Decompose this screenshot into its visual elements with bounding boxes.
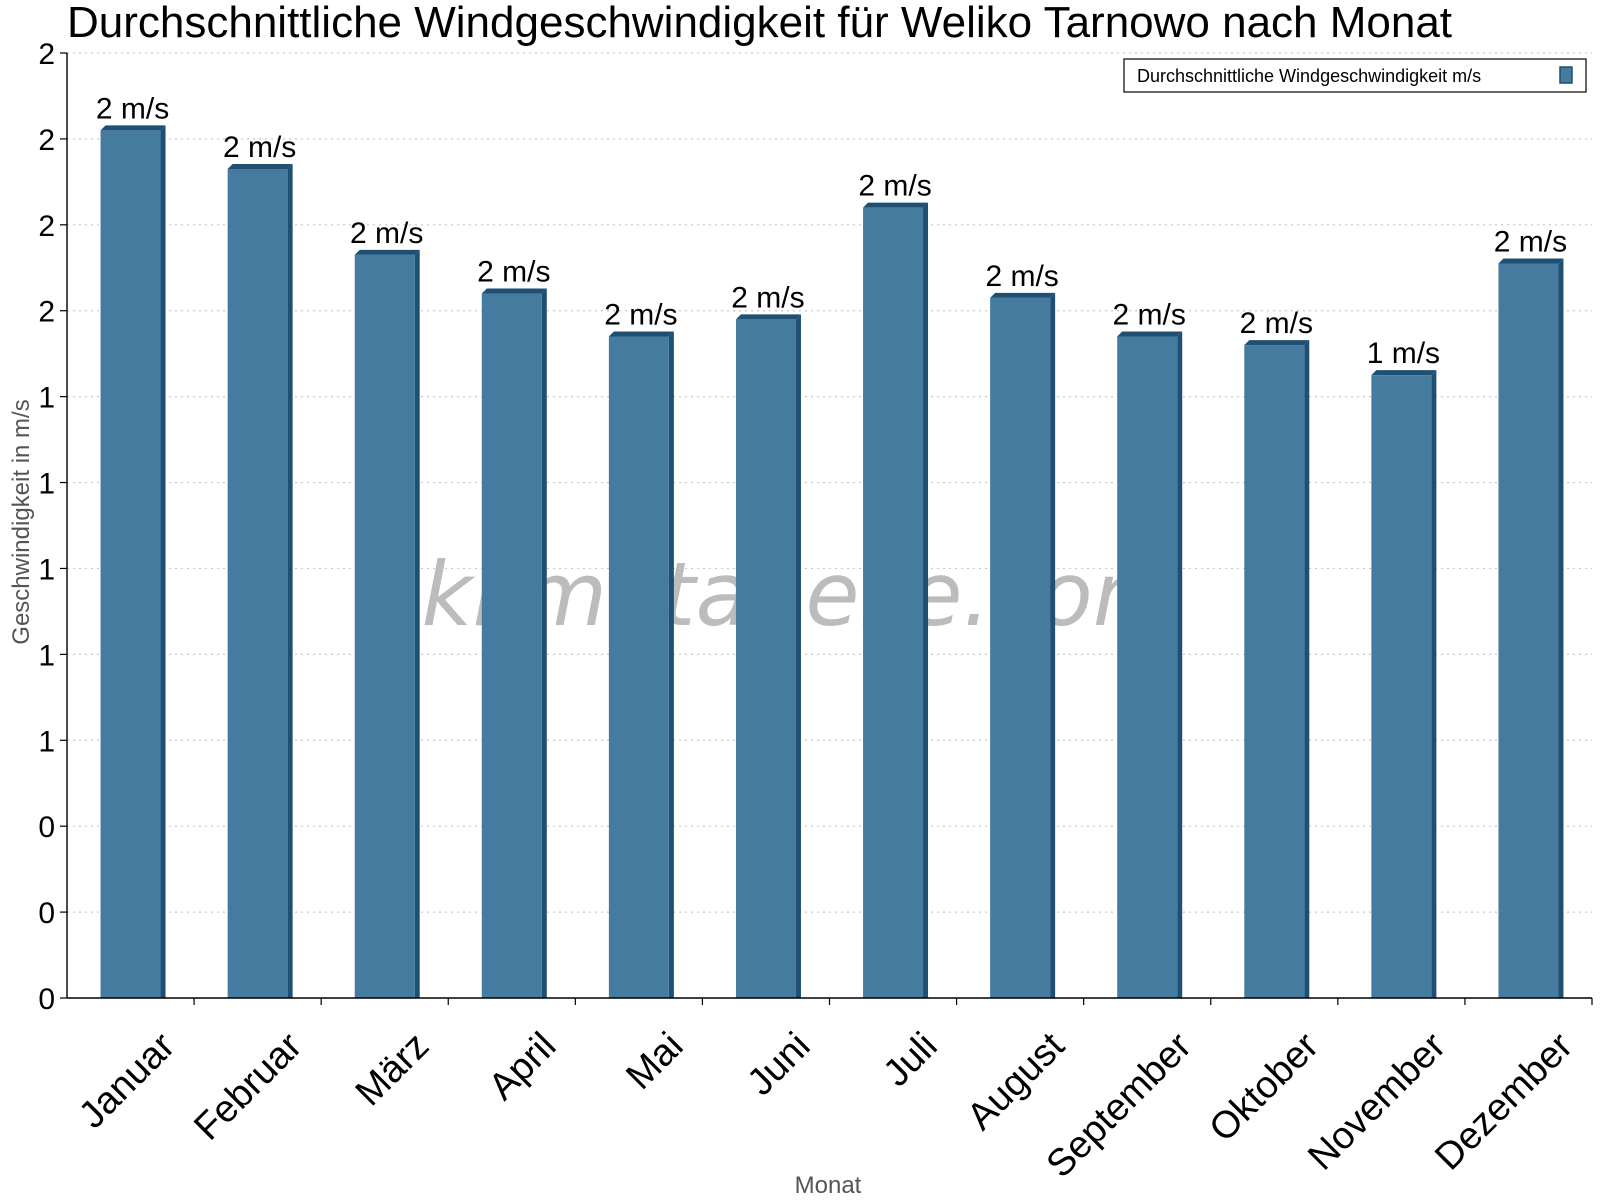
bar-august — [990, 292, 1056, 998]
bar-top — [1371, 370, 1437, 376]
bar — [227, 168, 288, 998]
bar — [100, 130, 161, 998]
bar — [735, 319, 796, 998]
bars — [100, 125, 1564, 999]
bar — [481, 293, 542, 999]
bar-mai — [608, 331, 674, 998]
grid — [67, 52, 1592, 913]
x-tick-label: Januar — [71, 1025, 183, 1137]
bar-november — [1371, 370, 1437, 999]
bar-januar — [100, 125, 166, 999]
bar-side — [1431, 370, 1437, 999]
bar-februar — [227, 163, 293, 998]
y-tick-label: 1 — [38, 468, 55, 501]
bar-top — [354, 249, 420, 255]
bar-data-label: 2 m/s — [604, 299, 677, 332]
bar-side — [668, 331, 674, 998]
bar-data-label: 1 m/s — [1367, 337, 1440, 370]
legend: Durchschnittliche Windgeschwindigkeit m/… — [1123, 58, 1587, 93]
y-tick-label: 1 — [38, 725, 55, 758]
bar-top — [1117, 331, 1183, 337]
bar-data-labels: 2 m/s 2 m/s 2 m/s 2 m/s 2 m/s 2 m/s 2 m/s 2 m/s… — [96, 92, 1567, 370]
bar-side — [1558, 258, 1564, 998]
legend-label: Durchschnittliche Windgeschwindigkeit m/… — [1137, 66, 1481, 86]
bar-side — [795, 314, 801, 998]
bar — [1117, 336, 1178, 998]
x-tick-label: Oktober — [1202, 1025, 1328, 1151]
x-axis-title: Monat — [795, 1172, 862, 1199]
x-tick-label: November — [1300, 1025, 1454, 1179]
bar-data-label: 2 m/s — [96, 92, 169, 125]
x-tick-label: Juli — [876, 1025, 946, 1095]
bar — [1498, 263, 1559, 998]
bar-data-label: 2 m/s — [731, 281, 804, 314]
bar-side — [923, 202, 929, 999]
bar-juni — [735, 314, 801, 998]
bar-side — [1177, 331, 1183, 998]
y-tick-label: 0 — [38, 897, 55, 930]
bar-data-label: 2 m/s — [1494, 225, 1567, 258]
y-tick-label: 2 — [38, 210, 55, 243]
bar-side — [160, 125, 166, 999]
bar-dezember — [1498, 258, 1564, 998]
bar — [990, 297, 1051, 998]
axes — [60, 52, 1593, 1005]
bar-april — [481, 288, 547, 999]
bar-top — [608, 331, 674, 337]
bar-top — [1244, 340, 1310, 346]
x-tick-label: Februar — [186, 1025, 310, 1149]
chart-title: Durchschnittliche Windgeschwindigkeit fü… — [67, 0, 1452, 47]
bar-top — [990, 292, 1056, 298]
bar-top — [227, 163, 293, 169]
bar-top — [100, 125, 166, 131]
x-tick-label: August — [959, 1025, 1073, 1139]
bar-data-label: 2 m/s — [350, 217, 423, 250]
y-tick-label: 0 — [38, 811, 55, 844]
bar — [354, 254, 415, 999]
bar-side — [414, 249, 420, 999]
x-tick-label: Mai — [618, 1025, 691, 1098]
bar-top — [863, 202, 929, 208]
bar-side — [1050, 292, 1056, 998]
bar-data-label: 2 m/s — [1240, 307, 1313, 340]
y-tick-label: 2 — [38, 124, 55, 157]
x-tick-label: Dezember — [1427, 1025, 1581, 1179]
y-tick-label: 1 — [38, 639, 55, 672]
y-tick-label: 0 — [38, 983, 55, 1016]
bar-september — [1117, 331, 1183, 998]
x-tick-labels: Januar Februar März April Mai Juni Juli AugustS… — [71, 1025, 1581, 1186]
bar-side — [541, 288, 547, 999]
legend-swatch — [1559, 66, 1573, 84]
x-tick-label: März — [348, 1025, 437, 1114]
y-tick-label: 1 — [38, 553, 55, 586]
bar-top — [481, 288, 547, 294]
y-tick-label: 2 — [38, 296, 55, 329]
bar-side — [287, 163, 293, 998]
bar — [1371, 375, 1432, 999]
bar — [1244, 345, 1305, 998]
y-tick-label: 1 — [38, 382, 55, 415]
y-axis-title: Geschwindigkeit in m/s — [8, 399, 35, 644]
bar-top — [1498, 258, 1564, 264]
bar — [863, 207, 924, 999]
bar-data-label: 2 m/s — [477, 256, 550, 289]
bar-top — [735, 314, 801, 320]
x-tick-label: April — [481, 1025, 564, 1108]
bar-juli — [863, 202, 929, 999]
legend-box — [1123, 58, 1587, 93]
bar-data-label: 2 m/s — [223, 131, 296, 164]
y-tick-labels: 0 0 0 1 1 1 1 1 2 2 2 2 — [38, 38, 55, 1016]
bar-data-label: 2 m/s — [1113, 299, 1186, 332]
y-tick-label: 2 — [38, 38, 55, 71]
bar-side — [1304, 340, 1310, 998]
bar-data-label: 2 m/s — [858, 170, 931, 203]
bar-märz — [354, 249, 420, 999]
x-tick-label: Juni — [740, 1025, 819, 1104]
bar — [608, 336, 669, 998]
bar-data-label: 2 m/s — [985, 260, 1058, 293]
bar-oktober — [1244, 340, 1310, 998]
